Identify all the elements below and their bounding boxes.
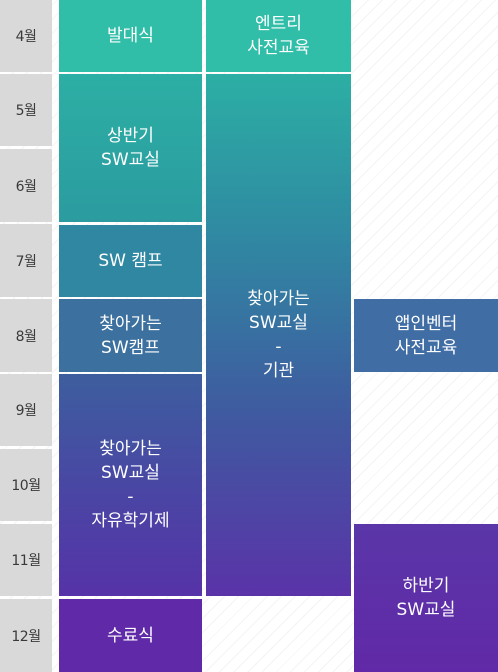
program-visiting-sw-camp: 찾아가는 SW캠프 bbox=[59, 299, 202, 372]
program-second-half-sw-class: 하반기 SW교실 bbox=[354, 524, 498, 672]
program-label-line: 자유학기제 bbox=[91, 511, 170, 531]
program-label-line: 찾아가는 bbox=[99, 439, 162, 459]
program-label-line: SW교실 bbox=[101, 463, 160, 483]
program-label-line: 사전교육 bbox=[247, 38, 310, 58]
program-label-line: - bbox=[275, 337, 282, 357]
month-label-november: 11월 bbox=[0, 524, 52, 596]
program-launch-ceremony: 발대식 bbox=[59, 0, 202, 72]
program-app-inventor-pre-training: 앱인벤터 사전교육 bbox=[354, 299, 498, 372]
program-sw-camp: SW 캠프 bbox=[59, 225, 202, 297]
month-label-december: 12월 bbox=[0, 599, 52, 672]
program-entry-pre-training: 엔트리 사전교육 bbox=[206, 0, 351, 72]
program-label-line: 하반기 bbox=[402, 576, 450, 596]
program-label-line: 엔트리 bbox=[255, 14, 302, 34]
program-first-half-sw-class: 상반기 SW교실 bbox=[59, 74, 202, 222]
program-label-line: 상반기 bbox=[107, 126, 154, 146]
month-label-july: 7월 bbox=[0, 224, 52, 297]
program-label-line: 수료식 bbox=[107, 625, 154, 646]
program-label-line: 찾아가는 bbox=[99, 313, 162, 334]
month-label-april: 4월 bbox=[0, 0, 52, 72]
month-label-may: 5월 bbox=[0, 74, 52, 146]
month-label-september: 9월 bbox=[0, 374, 52, 446]
month-label-august: 8월 bbox=[0, 299, 52, 372]
month-label-june: 6월 bbox=[0, 149, 52, 222]
program-label-line: 기관 bbox=[262, 361, 295, 381]
month-label-october: 10월 bbox=[0, 449, 52, 521]
program-label-line: - bbox=[127, 487, 134, 507]
program-label-line: 사전교육 bbox=[394, 337, 458, 358]
program-graduation-ceremony: 수료식 bbox=[59, 599, 202, 672]
program-visiting-sw-class-free-semester: 찾아가는 SW교실 - 자유학기제 bbox=[59, 374, 202, 596]
program-label-line: 발대식 bbox=[107, 26, 154, 46]
program-label-line: SW캠프 bbox=[101, 337, 160, 358]
program-visiting-sw-class-institution: 찾아가는 SW교실 - 기관 bbox=[206, 74, 351, 596]
program-label-line: 찾아가는 bbox=[247, 289, 310, 309]
program-label-line: SW교실 bbox=[396, 600, 456, 620]
program-label-line: SW 캠프 bbox=[98, 251, 163, 271]
program-label-line: SW교실 bbox=[101, 150, 160, 170]
program-label-line: SW교실 bbox=[249, 313, 308, 333]
program-label-line: 앱인벤터 bbox=[394, 313, 458, 334]
